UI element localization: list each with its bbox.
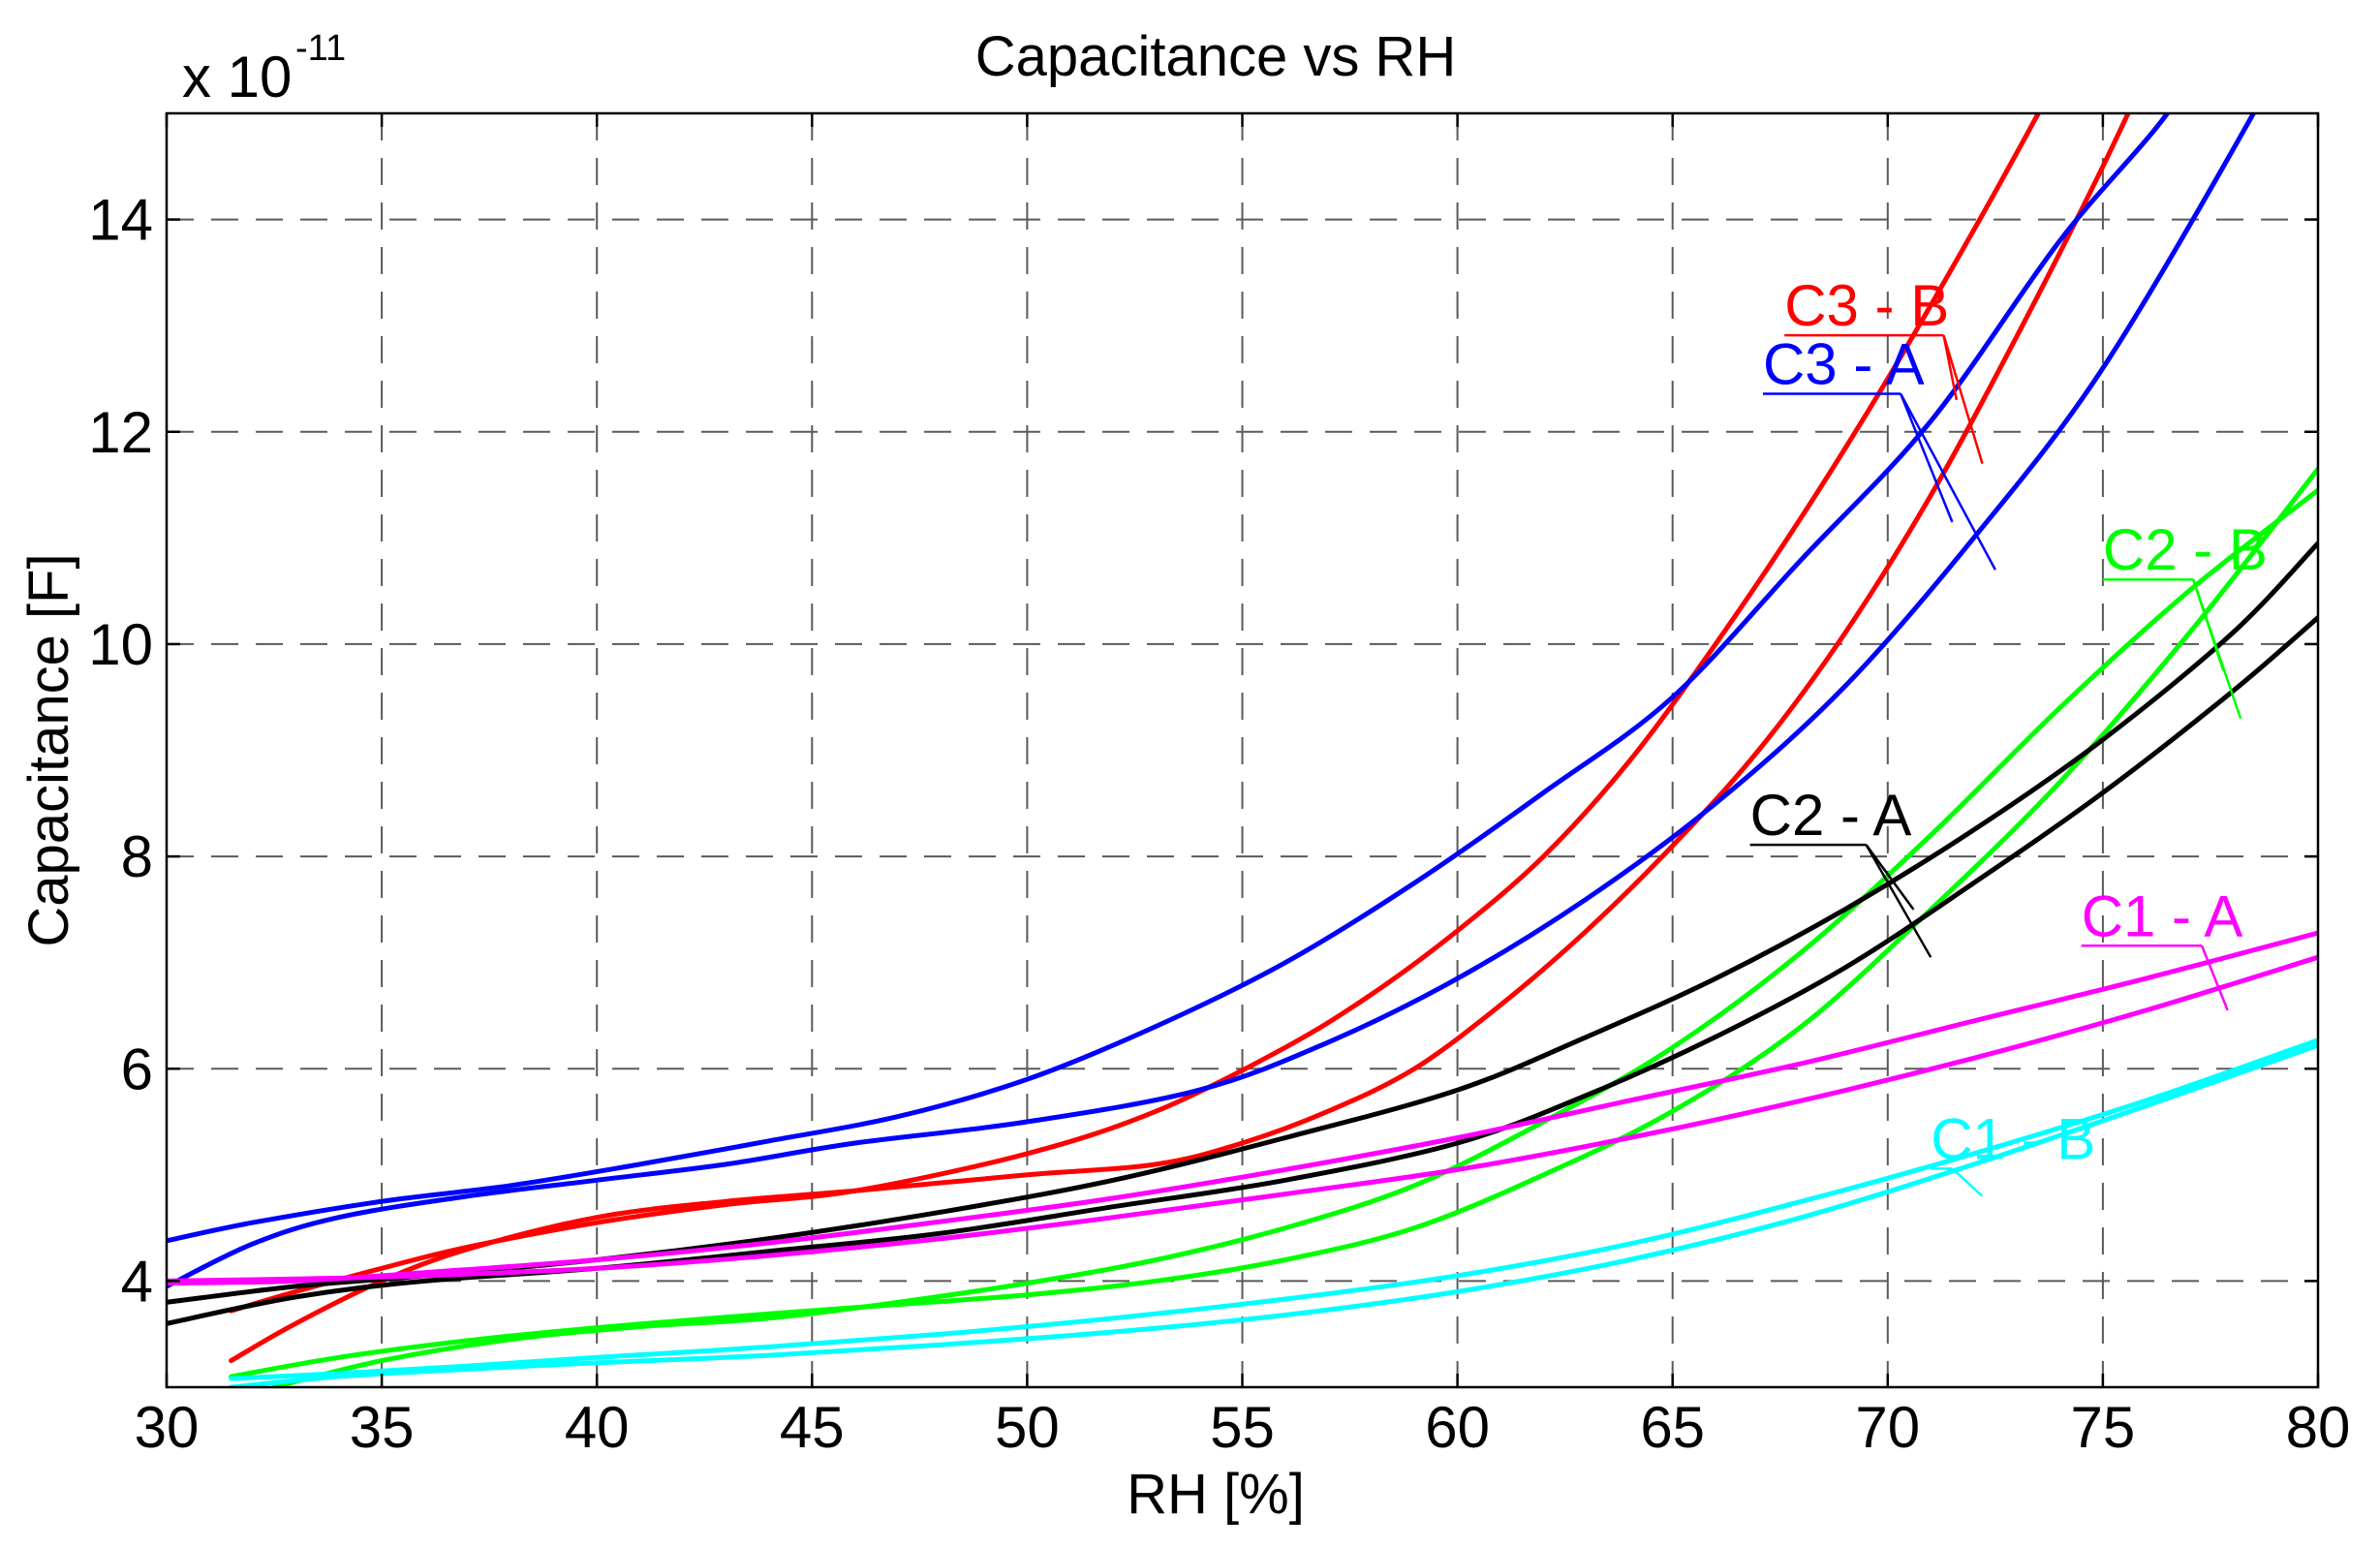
y-tick-label-4: 4 — [121, 1249, 153, 1314]
x-axis-title: RH [%] — [1127, 1463, 1305, 1526]
curve-label-c2-a: C2 - A — [1750, 783, 1912, 848]
series-line-c1-b-upper — [229, 1037, 2318, 1381]
x-tick-label-65: 65 — [1640, 1395, 1705, 1460]
curve-label-leader-c2-a-1 — [1865, 844, 1932, 958]
ticks: 30 35 40 45 50 55 60 65 70 75 80 4 6 8 10 12 14 — [88, 113, 2350, 1460]
x-tick-label-35: 35 — [350, 1395, 415, 1460]
chart-title: Capacitance vs RH — [975, 25, 1456, 88]
y-tick-label-10: 10 — [88, 612, 153, 677]
annotations: C3 - BC3 - A C2 - B C2 - A C1 - A C1 - B — [1749, 273, 2268, 1197]
x-tick-label-30: 30 — [135, 1395, 200, 1460]
curves — [167, 113, 2318, 1387]
curve-label-leader-c2-b-1 — [2191, 578, 2242, 720]
x-tick-label-55: 55 — [1210, 1395, 1275, 1460]
curve-label-c3-b: C3 - B — [1784, 273, 1949, 338]
y-tick-label-8: 8 — [121, 824, 153, 889]
curve-label-leader-c3-a-0 — [1899, 392, 1954, 523]
series-line-c3-b-upper — [229, 113, 2042, 1314]
exponent-power: -11 — [295, 28, 346, 69]
y-tick-label-6: 6 — [121, 1037, 153, 1101]
x-tick-label-70: 70 — [1855, 1395, 1920, 1460]
series-line-c3-b-lower — [229, 113, 2131, 1364]
curve-label-leader-c3-b-1 — [1942, 334, 1984, 464]
curve-label-leader-c3-a-1 — [1900, 392, 1996, 571]
x-tick-label-50: 50 — [995, 1395, 1060, 1460]
exponent-base: x 10 — [182, 45, 292, 109]
y-tick-label-12: 12 — [88, 400, 153, 465]
curve-label-leader-c1-a-0 — [2200, 944, 2229, 1011]
curve-label-c1-b: C1 - B — [1931, 1106, 2095, 1171]
x-tick-label-80: 80 — [2286, 1395, 2351, 1460]
curve-label-c2-b: C2 - B — [2103, 517, 2268, 582]
series-line-c2-b-upper — [229, 466, 2318, 1379]
x-tick-label-40: 40 — [565, 1395, 630, 1460]
x-tick-label-75: 75 — [2071, 1395, 2136, 1460]
curve-label-leader-c1-b-0 — [1951, 1167, 1984, 1197]
series-line-c3-a-upper — [167, 113, 2171, 1244]
series-line-c3-a-lower — [167, 113, 2257, 1289]
curve-label-leader-c2-a-0 — [1865, 844, 1915, 911]
x-tick-label-60: 60 — [1425, 1395, 1490, 1460]
series-line-c1-a-lower — [167, 954, 2318, 1284]
x-tick-label-45: 45 — [780, 1395, 845, 1460]
y-axis-title: Capacitance [F] — [17, 553, 80, 946]
series-line-c1-a-upper — [167, 930, 2318, 1286]
series-line-c1-b-lower — [229, 1042, 2318, 1387]
curve-label-c3-a: C3 - A — [1763, 331, 1925, 396]
curve-label-c1-a: C1 - A — [2082, 883, 2243, 948]
series-line-c2-b-lower — [271, 487, 2318, 1387]
y-tick-label-14: 14 — [88, 188, 153, 253]
